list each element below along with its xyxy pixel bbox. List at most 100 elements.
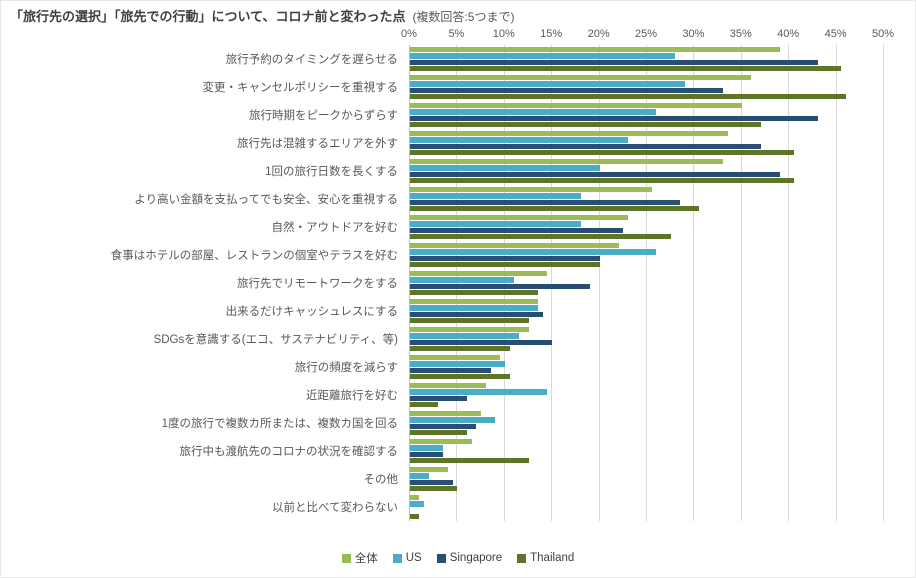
bar-thailand [410, 429, 467, 436]
gridline [788, 45, 790, 521]
x-axis-tick: 35% [729, 28, 752, 40]
bar-group [410, 129, 884, 157]
bar-singapore [410, 115, 818, 121]
category-label: 旅行先は混雑するエリアを外す [237, 138, 398, 150]
legend-swatch-icon [517, 553, 527, 563]
bar-全体 [410, 242, 619, 249]
category-label: 出来るだけキャッシュレスにする [225, 306, 398, 318]
gridline [883, 45, 884, 521]
gridline [740, 45, 742, 521]
plot-area [409, 45, 884, 521]
gridline [646, 45, 647, 521]
category-axis-line [409, 45, 410, 521]
bar-singapore [410, 143, 761, 149]
category-label: より高い金額を支払ってでも安全、安心を重視する [134, 194, 398, 206]
bar-us [410, 333, 520, 339]
category-label: SDGsを意識する(エコ、サステナビリティ、等) [153, 334, 398, 346]
bar-全体 [410, 494, 420, 501]
bar-thailand [410, 401, 439, 408]
bar-全体 [410, 158, 723, 165]
category-label: 旅行先でリモートワークをする [237, 278, 398, 290]
bar-group [410, 465, 884, 493]
legend-label: 全体 [354, 553, 378, 565]
bar-us [410, 445, 444, 451]
chart-title-note-text: (複数回答:5つまで) [412, 10, 515, 24]
bar-thailand [410, 345, 510, 352]
bar-rows [410, 45, 884, 521]
bar-group [410, 45, 884, 73]
bar-singapore [410, 451, 444, 457]
bar-全体 [410, 382, 486, 389]
bar-全体 [410, 298, 538, 305]
bar-全体 [410, 214, 629, 221]
bar-us [410, 193, 581, 199]
bar-thailand [410, 177, 794, 184]
legend-swatch-icon [341, 553, 351, 563]
legend-item-singapore: Singapore [436, 550, 503, 566]
bar-thailand [410, 289, 538, 296]
legend-label: Singapore [449, 552, 503, 564]
category-label: 1回の旅行日数を長くする [265, 166, 398, 178]
bar-singapore [410, 255, 600, 261]
bar-us [410, 417, 496, 423]
x-axis-tick: 20% [587, 28, 610, 40]
bar-group [410, 325, 884, 353]
x-axis-tick: 30% [682, 28, 705, 40]
bar-us [410, 473, 429, 479]
bar-us [410, 109, 657, 115]
category-label: 食事はホテルの部屋、レストランの個室やテラスを好む [110, 250, 398, 262]
x-axis: 0% 5% 10% 15% 20% 25% 30% 35% 40% 45% 50% [401, 28, 894, 42]
bar-thailand [410, 317, 529, 324]
bar-us [410, 277, 515, 283]
gridline [835, 45, 837, 521]
category-label: 旅行時期をピークからずらす [248, 110, 398, 122]
bar-thailand [410, 121, 761, 128]
category-label: 以前と比べて変わらない [271, 502, 398, 514]
x-axis-tick: 50% [871, 28, 895, 40]
bar-group [410, 297, 884, 325]
gridline [693, 45, 695, 521]
bar-group [410, 213, 884, 241]
bar-thailand [410, 457, 529, 464]
bar-thailand [410, 65, 842, 72]
bar-全体 [410, 186, 652, 193]
bar-全体 [410, 326, 529, 333]
bar-全体 [410, 130, 728, 137]
chart-title-text: 「旅行先の選択」「旅先での行動」について、コロナ前と変わった点 [10, 9, 406, 24]
bar-us [410, 137, 629, 143]
bar-singapore [410, 339, 553, 345]
bar-singapore [410, 87, 723, 93]
bar-group [410, 353, 884, 381]
bar-group [410, 185, 884, 213]
bar-us [410, 221, 581, 227]
bar-全体 [410, 74, 752, 81]
bar-us [410, 53, 676, 59]
category-label: 旅行の頻度を減らす [294, 362, 398, 374]
x-axis-tick: 0% [401, 28, 417, 40]
legend: 全体 US Singapore Thailand [1, 550, 915, 566]
legend-label: Thailand [530, 552, 575, 564]
category-label: その他 [363, 474, 399, 486]
bar-us [410, 81, 685, 87]
bar-singapore [410, 479, 453, 485]
bar-group [410, 409, 884, 437]
bar-group [410, 269, 884, 297]
bar-singapore [410, 227, 624, 233]
bar-group [410, 101, 884, 129]
x-axis-tick: 10% [492, 28, 515, 40]
bar-singapore [410, 423, 477, 429]
bar-singapore [410, 395, 467, 401]
category-axis: 旅行予約のタイミングを遅らせる 変更・キャンセルポリシーを重視する 旅行時期をピーク… [1, 45, 402, 521]
bar-singapore [410, 283, 591, 289]
bar-group [410, 73, 884, 101]
category-label: 旅行予約のタイミングを遅らせる [225, 54, 398, 66]
bar-全体 [410, 410, 482, 417]
category-label: 近距離旅行を好む [306, 390, 398, 402]
bar-singapore [410, 311, 543, 317]
bar-全体 [410, 438, 472, 445]
bar-thailand [410, 149, 794, 156]
bar-us [410, 305, 538, 311]
bar-us [410, 389, 548, 395]
x-axis-tick: 45% [824, 28, 847, 40]
bar-singapore [410, 59, 818, 65]
